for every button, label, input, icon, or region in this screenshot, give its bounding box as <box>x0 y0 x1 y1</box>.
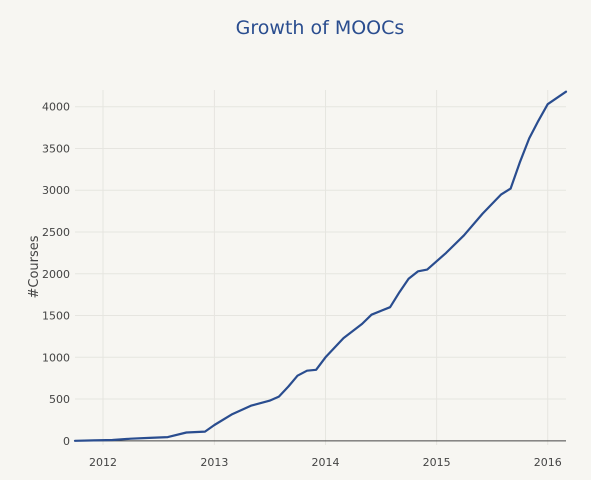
data-point <box>268 400 271 402</box>
y-tick-label: 3500 <box>42 142 70 155</box>
data-point <box>342 337 345 339</box>
data-point <box>537 120 539 122</box>
data-point <box>167 436 169 438</box>
data-point <box>519 162 521 164</box>
series-layer <box>73 90 568 442</box>
chart-title: Growth of MOOCs <box>236 17 405 39</box>
data-point <box>500 193 502 195</box>
data-point <box>213 424 215 426</box>
x-tick-label: 2013 <box>200 456 228 469</box>
grid <box>75 90 566 445</box>
data-point <box>130 438 132 440</box>
y-tick-label: 1000 <box>42 351 70 364</box>
data-point <box>231 413 233 415</box>
data-point <box>324 356 327 358</box>
data-point <box>398 291 401 293</box>
data-point <box>547 103 549 105</box>
data-point <box>296 375 299 377</box>
y-tick-label: 2000 <box>42 268 70 281</box>
y-tick-label: 4000 <box>42 101 70 114</box>
y-tick-label: 500 <box>49 393 70 406</box>
x-tick-label: 2012 <box>89 456 117 469</box>
data-point <box>445 252 447 254</box>
data-point <box>250 405 252 407</box>
data-point <box>408 278 410 280</box>
data-point <box>93 439 95 441</box>
data-point <box>74 440 76 442</box>
data-point <box>370 314 373 316</box>
data-point <box>361 323 363 325</box>
y-tick-label: 3000 <box>42 184 70 197</box>
x-tick-label: 2015 <box>423 456 451 469</box>
series-line <box>73 90 568 442</box>
data-point <box>306 370 308 372</box>
tick-labels: 2012 2013 2014 2015 2016 0 500 1000 1500 2000 2500… <box>42 101 562 469</box>
data-point <box>463 234 465 236</box>
y-tick-label: 2500 <box>42 226 70 239</box>
y-tick-label: 1500 <box>42 310 70 323</box>
data-point <box>565 91 567 93</box>
y-axis-title: #Courses <box>27 235 42 298</box>
data-point <box>148 437 150 439</box>
data-point <box>185 431 187 434</box>
data-point <box>204 431 206 433</box>
x-tick-label: 2014 <box>312 456 340 469</box>
data-point <box>287 385 289 388</box>
data-point <box>315 369 317 371</box>
data-point <box>389 306 391 308</box>
data-point <box>510 188 512 190</box>
data-point <box>482 213 484 215</box>
data-point <box>426 269 428 271</box>
data-point <box>417 270 419 272</box>
data-point <box>111 439 113 441</box>
data-point <box>278 396 280 398</box>
data-point <box>528 137 530 139</box>
y-tick-label: 0 <box>63 435 70 448</box>
x-tick-label: 2016 <box>534 456 562 469</box>
